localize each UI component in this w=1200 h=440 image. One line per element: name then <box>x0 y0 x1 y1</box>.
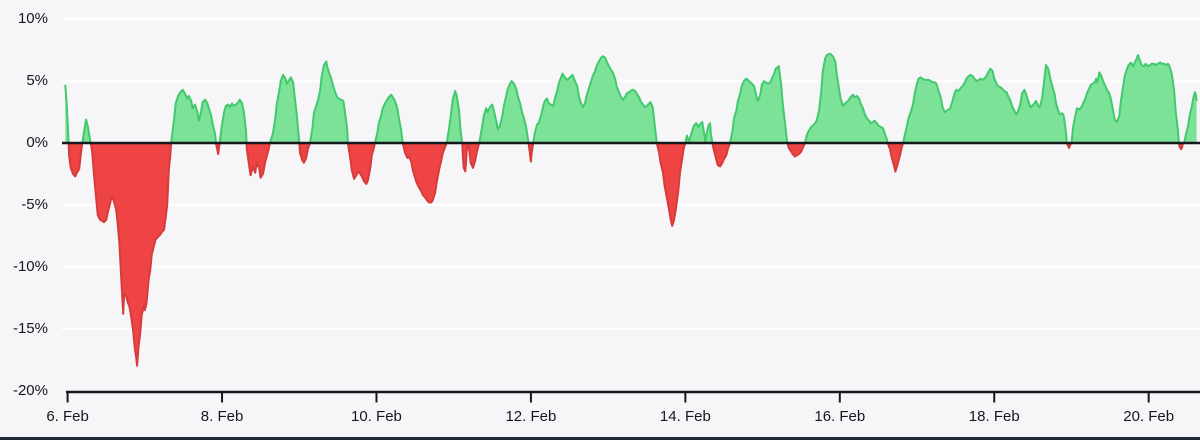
y-axis-label: -10% <box>12 257 48 275</box>
x-axis-label: 18. Feb <box>968 408 1020 425</box>
y-axis-label: -5% <box>21 195 48 213</box>
x-axis-label: 6. Feb <box>46 408 89 425</box>
y-axis-label: -20% <box>12 381 48 399</box>
y-axis-label: -15% <box>12 319 48 337</box>
positive-area <box>65 53 1197 143</box>
x-axis-label: 16. Feb <box>814 408 866 425</box>
y-axis-label: 5% <box>26 72 48 90</box>
positive-line <box>64 52 1198 143</box>
window-bottom-edge-bar <box>0 437 1200 440</box>
x-axis-label: 14. Feb <box>659 408 711 425</box>
y-axis-label: 10% <box>17 10 48 28</box>
x-axis-label: 12. Feb <box>505 408 557 425</box>
x-axis-label: 10. Feb <box>351 408 402 425</box>
x-axis-label: 8. Feb <box>200 408 244 425</box>
x-axis-label: 20. Feb <box>1123 408 1175 425</box>
y-axis-label: 0% <box>26 134 48 151</box>
